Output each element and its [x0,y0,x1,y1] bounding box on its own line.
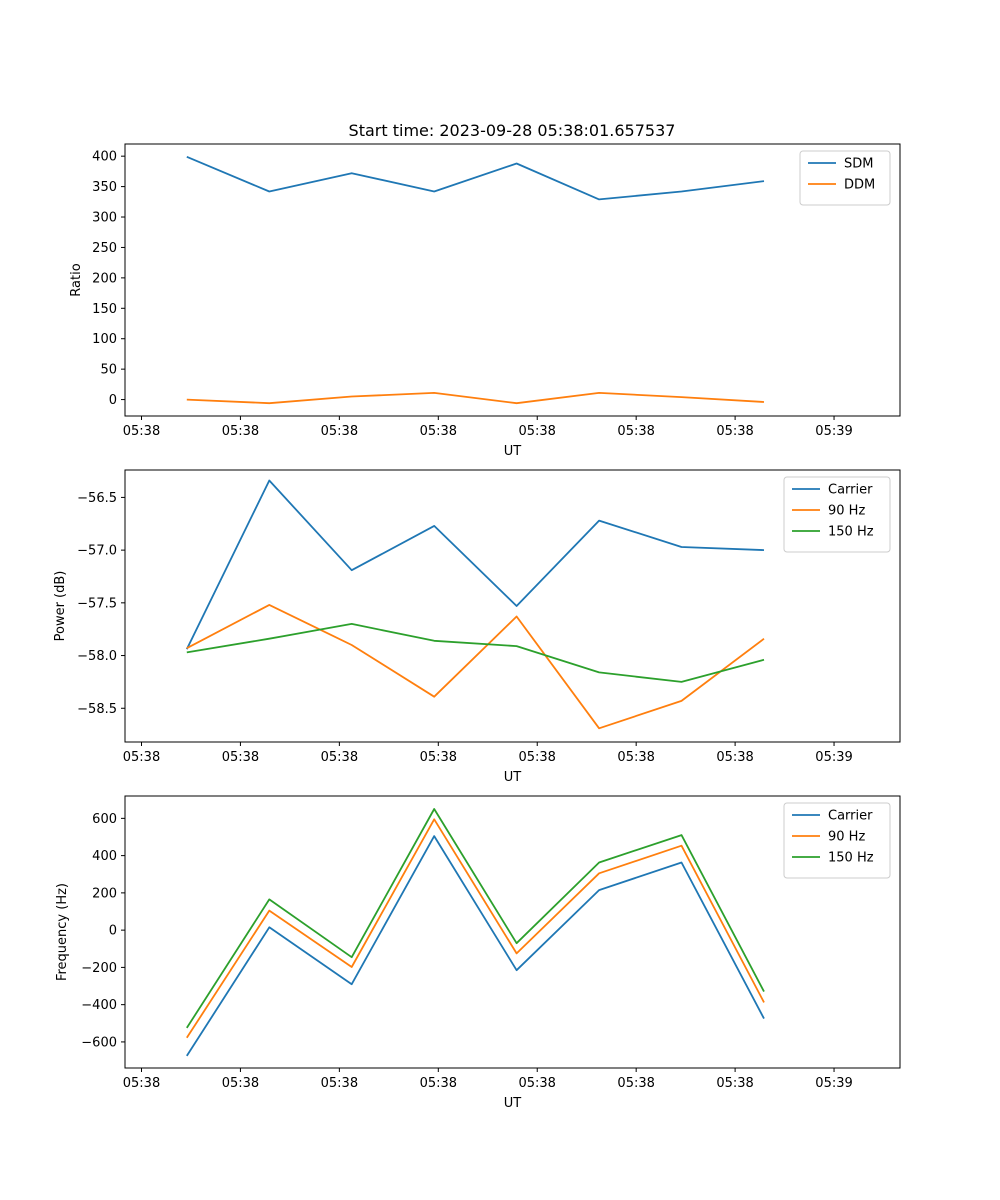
y-tick-label: 50 [100,363,117,378]
axes-frame [124,795,901,1069]
series-line-150-hz [186,623,765,683]
figure-title: Start time: 2023-09-28 05:38:01.657537 [349,121,676,140]
series-line-150-hz [186,808,765,1029]
y-tick-label: 400 [92,849,117,864]
legend-label: 90 Hz [828,504,865,519]
series-line-ddm [186,391,765,405]
x-axis-label: UT [504,444,522,459]
y-tick-label: 350 [92,180,117,195]
subplot-3: 05:38 05:38 05:38 05:38 05:38 05:38 05:38 05:39… [55,795,901,1111]
x-axis-label: UT [504,1096,522,1111]
legend-box [783,476,891,553]
axes-frame [124,143,901,417]
x-tick-label: 05:38 [617,750,654,765]
x-tick-label: 05:38 [518,750,555,765]
x-tick-label: 05:38 [222,424,259,439]
y-tick-label: 300 [92,211,117,226]
plots-container: 05:38 05:38 05:38 05:38 05:38 05:38 05:38 05:39… [53,143,901,1111]
y-tick-label: 0 [109,393,117,408]
legend-label: 150 Hz [828,851,874,866]
y-tick-label: 200 [92,886,117,901]
legend-label: 150 Hz [828,525,874,540]
legend-label: SDM [844,157,873,172]
legend-label: 90 Hz [828,830,865,845]
x-tick-label: 05:38 [123,424,160,439]
y-tick-label: 100 [92,332,117,347]
y-axis-label: Ratio [69,263,84,296]
legend-box [799,150,891,206]
x-axis-label: UT [504,770,522,785]
legend: SDM DDM [799,150,891,206]
x-tick-label: 05:39 [815,750,852,765]
x-tick-label: 05:38 [321,750,358,765]
legend-label: Carrier [828,483,873,498]
y-tick-label: 400 [92,150,117,165]
series-line-carrier [185,479,765,650]
x-tick-label: 05:38 [321,424,358,439]
y-tick-label: −600 [81,1035,117,1050]
legend-label: DDM [844,178,875,193]
legend: Carrier 90 Hz 150 Hz [783,802,891,879]
axes-frame [124,469,901,743]
x-tick-label: 05:38 [518,1076,555,1091]
x-tick-label: 05:38 [123,1076,160,1091]
x-tick-label: 05:38 [716,1076,753,1091]
y-tick-label: 200 [92,271,117,286]
x-tick-label: 05:38 [222,1076,259,1091]
y-tick-label: 150 [92,302,117,317]
x-tick-label: 05:38 [420,1076,457,1091]
y-tick-label: −58.0 [77,649,117,664]
series-line-90-hz [186,604,765,730]
x-tick-label: 05:39 [815,424,852,439]
x-tick-label: 05:38 [617,1076,654,1091]
x-tick-label: 05:38 [222,750,259,765]
y-tick-label: −200 [81,961,117,976]
legend-box [783,802,891,879]
x-tick-label: 05:38 [518,424,555,439]
y-tick-label: −57.5 [77,596,117,611]
legend: Carrier 90 Hz 150 Hz [783,476,891,553]
x-tick-label: 05:38 [123,750,160,765]
x-tick-label: 05:38 [420,424,457,439]
y-axis-label: Power (dB) [53,571,68,642]
y-tick-label: −56.5 [77,491,117,506]
series-line-90-hz [186,818,765,1039]
series-line-sdm [186,155,765,201]
y-tick-label: 600 [92,812,117,827]
subplot-1: 05:38 05:38 05:38 05:38 05:38 05:38 05:38 05:39… [69,143,901,459]
y-axis-label: Frequency (Hz) [55,883,70,981]
y-tick-label: −400 [81,998,117,1013]
x-tick-label: 05:38 [716,750,753,765]
y-tick-label: 250 [92,241,117,256]
subplot-2: 05:38 05:38 05:38 05:38 05:38 05:38 05:38 05:39… [53,469,901,785]
series-line-carrier [186,835,765,1057]
x-tick-label: 05:38 [617,424,654,439]
x-tick-label: 05:38 [420,750,457,765]
y-tick-label: −58.5 [77,702,117,717]
y-tick-label: −57.0 [77,544,117,559]
y-tick-label: 0 [109,924,117,939]
legend-label: Carrier [828,809,873,824]
x-tick-label: 05:39 [815,1076,852,1091]
x-tick-label: 05:38 [321,1076,358,1091]
x-tick-label: 05:38 [716,424,753,439]
